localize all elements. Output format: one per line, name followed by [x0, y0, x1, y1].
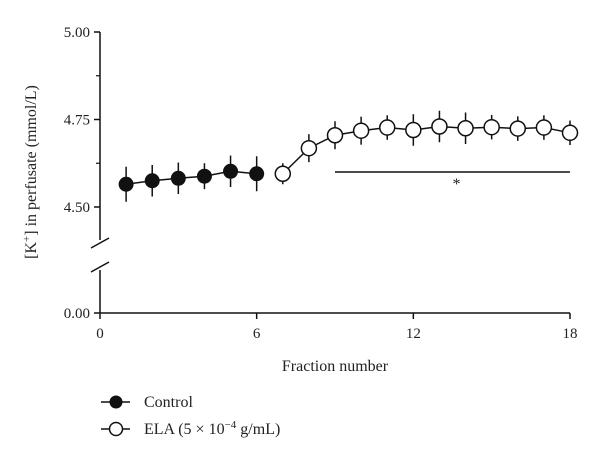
annotations: * [335, 171, 570, 193]
series-layer [118, 110, 579, 202]
legend-control-label: Control [144, 394, 193, 411]
axes [90, 31, 571, 319]
y-axis-label-prefix: [K [23, 242, 40, 259]
data-point [509, 120, 527, 137]
series-control [118, 155, 265, 202]
y-tick-label: 0.00 [64, 306, 90, 322]
legend-control-marker [109, 395, 123, 409]
data-point [535, 119, 553, 136]
legend-ela-label-suffix: g/mL) [236, 421, 280, 438]
data-point [249, 166, 265, 182]
x-tick-label: 0 [96, 326, 104, 342]
data-point [457, 120, 474, 137]
y-axis-label-suffix: ] in perfusate (mmol/L) [23, 85, 40, 236]
data-point [431, 118, 448, 135]
data-point [300, 139, 318, 157]
series-ela [274, 110, 579, 185]
data-point [352, 122, 370, 139]
x-tick-label: 12 [406, 326, 421, 342]
data-point [223, 163, 239, 179]
legend-ela-marker [108, 421, 124, 437]
y-tick-label: 5.00 [64, 25, 90, 41]
data-point [118, 176, 134, 192]
legend-ela-label-sup: −4 [225, 419, 237, 431]
legend-ela-label-prefix: ELA (5 × 10 [144, 421, 225, 438]
series-line [282, 125, 571, 175]
legend-ela-label: ELA (5 × 10−4 g/mL) [144, 419, 280, 438]
axis-break-mark [90, 237, 110, 249]
y-tick-label: 4.50 [64, 200, 90, 216]
axis-break-mark [90, 261, 110, 273]
data-point [274, 165, 292, 182]
legend: Control ELA (5 × 10−4 g/mL) [101, 394, 280, 438]
x-tick-label: 6 [253, 326, 261, 342]
data-point [196, 168, 212, 184]
data-point [483, 118, 500, 136]
x-tick-label: 18 [563, 326, 578, 342]
y-axis-label: [K+] in perfusate (mmol/L) [21, 85, 40, 259]
y-tick-label: 4.75 [64, 113, 90, 129]
data-point [378, 119, 396, 136]
data-point [326, 127, 344, 144]
x-axis-label: Fraction number [282, 358, 389, 375]
y-axis-label-sup: + [21, 236, 33, 242]
data-point [405, 121, 422, 139]
data-point [561, 124, 579, 142]
data-point [170, 170, 186, 186]
significance-label: * [453, 176, 461, 193]
data-point [144, 173, 160, 189]
tick-labels: 4.50 4.75 5.00 0.00 0 6 12 18 [64, 25, 578, 342]
